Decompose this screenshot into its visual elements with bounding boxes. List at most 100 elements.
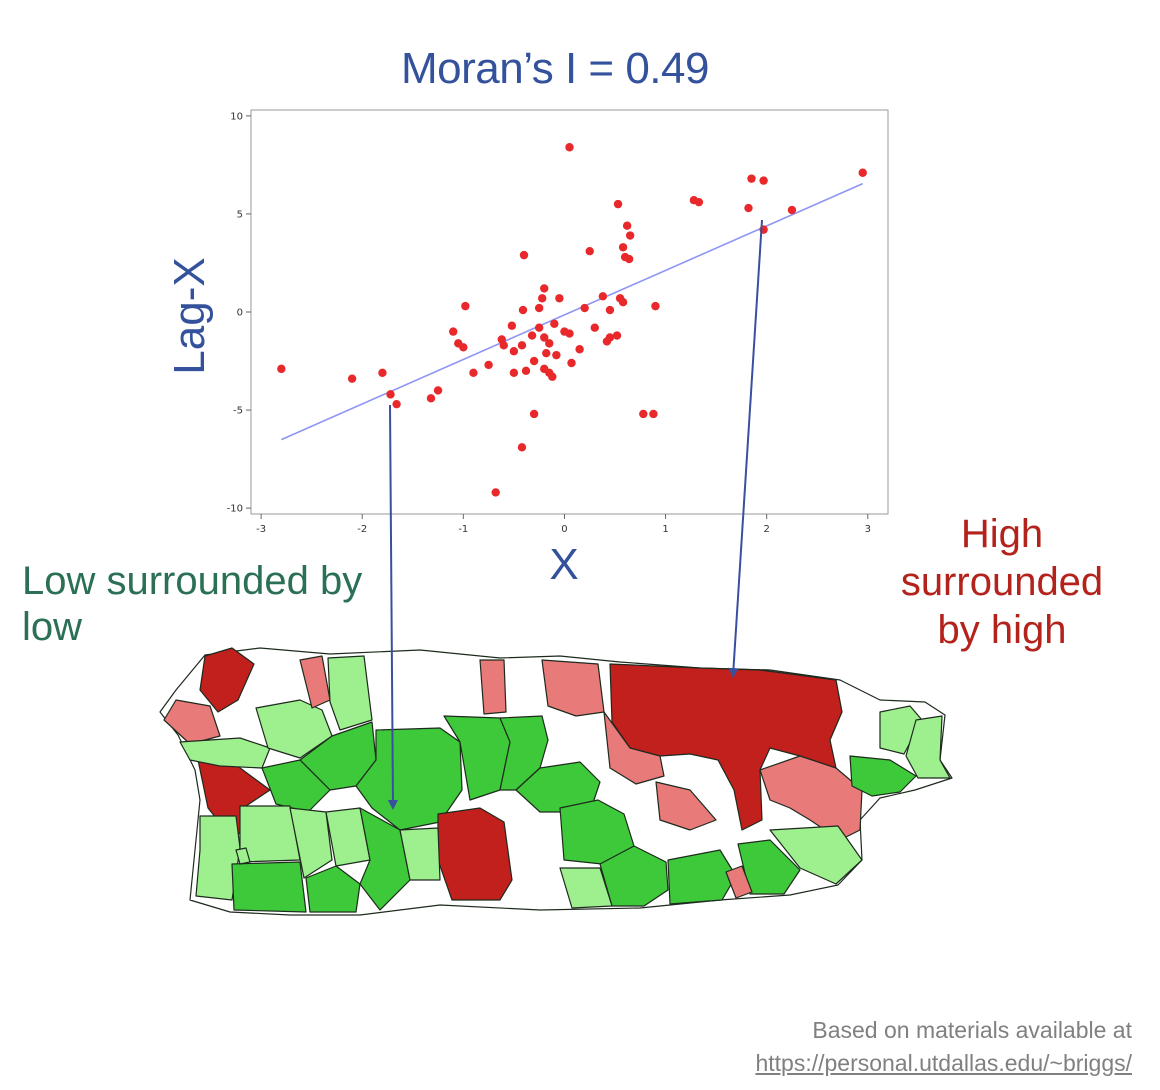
data-point [507,321,517,330]
data-point [545,339,554,348]
x-axis-label: X [549,540,579,589]
x-tick-label: 1 [662,524,668,535]
map-region-low-low [231,861,307,913]
map-region-low-low [667,849,737,905]
credit-text: Based on materials available at [812,1017,1132,1043]
map-region-high-high [437,807,513,901]
map-region-low-low [305,865,361,913]
data-point [499,341,508,350]
map-region-high-low [655,781,717,831]
data-point [529,409,539,419]
arrow-high-high [728,219,763,678]
data-point [484,360,493,370]
puerto-rico-lisa-map [159,647,953,916]
data-point [639,409,648,419]
x-tick-label: -1 [458,524,468,535]
map-region-high-low [541,659,605,717]
data-point [565,143,574,152]
map-region-low-high [769,825,863,885]
x-tick-label: 2 [763,524,769,535]
x-axis: -3 -2 -1 0 1 2 3 [256,514,871,535]
data-point [518,305,528,315]
low-low-annotation: Low surrounded by low [22,559,363,649]
data-point [567,358,576,368]
data-point [509,368,519,377]
chart-title: Moran’s I = 0.49 [401,44,709,93]
y-tick-label: -10 [227,504,243,515]
x-tick-label: 0 [561,524,567,535]
data-point [540,333,549,342]
data-point [461,301,470,311]
y-tick-label: 10 [230,111,243,122]
data-point [618,243,628,252]
data-point [575,345,584,354]
high-annotation-line: High [960,512,1044,556]
data-point [552,350,561,360]
data-point [538,294,547,303]
credit-link[interactable]: https://personal.utdallas.edu/~briggs/ [755,1050,1132,1076]
data-point [605,305,615,315]
data-point [580,303,589,313]
data-point [392,399,401,409]
y-axis: -10 -5 0 5 10 [227,111,251,515]
y-tick-label: 0 [237,308,243,319]
data-point [618,297,628,307]
map-region-low-high [399,827,441,881]
map-region-low-low [261,759,331,813]
map-region-low-high [327,655,373,731]
map-region-low-high [559,867,613,909]
data-point [517,443,527,452]
source-credit: Based on materials available at https://… [755,1014,1132,1080]
y-tick-label: -5 [233,406,243,417]
data-point [378,368,387,377]
data-point [622,221,632,230]
data-point [347,374,357,383]
data-point [542,348,551,358]
data-point [590,323,599,332]
data-point [625,231,635,240]
data-point [548,372,557,381]
data-point [624,254,634,264]
y-axis-label: Lag-X [165,257,214,375]
data-point [521,366,531,376]
data-point [555,294,564,303]
data-point [433,386,443,395]
map-region-low-high [235,847,251,865]
data-point [426,394,436,403]
data-point [529,356,539,366]
map-region-low-high [289,807,333,879]
data-point [651,301,660,311]
data-point [858,168,867,177]
data-point [527,331,537,340]
data-point [519,250,529,260]
data-point [491,488,500,497]
data-point [517,341,527,350]
data-point [694,197,704,207]
data-point [613,199,623,209]
high-annotation-line: surrounded [900,560,1104,604]
data-point [509,347,519,356]
map-region-high-low [725,865,753,899]
data-point [787,205,797,215]
data-point [744,203,753,213]
data-point [386,390,395,399]
data-points [277,143,867,497]
data-point [449,327,458,336]
map-region-low-low [355,727,463,831]
high-high-annotation: High surrounded by high [862,510,1142,654]
data-point [534,303,544,313]
map-region-high-high [199,647,255,713]
data-point [550,319,559,328]
map-region-high-low [479,659,507,715]
data-point [540,284,549,293]
map-region-low-high [905,715,951,779]
data-point [612,331,622,340]
map-region-high-low [759,755,863,841]
data-point [565,329,574,338]
arrows [387,219,763,810]
high-annotation-line: by high [937,608,1067,652]
map-region-low-low [515,761,601,813]
data-point [534,323,544,332]
